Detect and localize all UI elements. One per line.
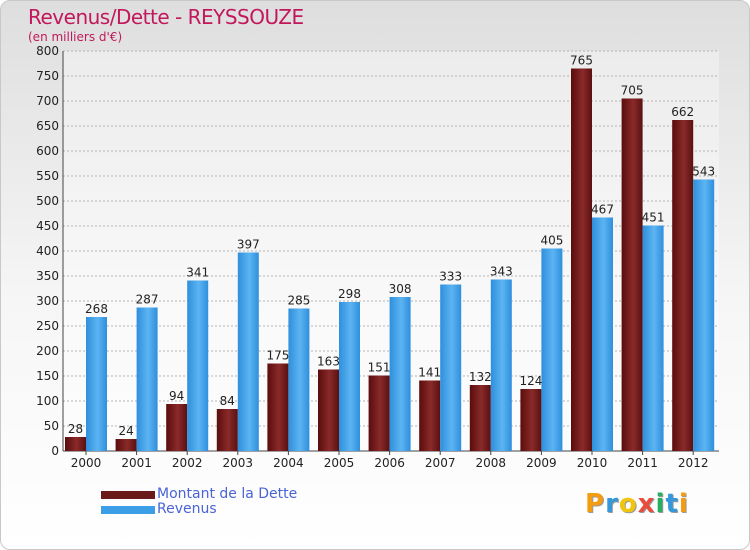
- logo-letter: P: [585, 489, 606, 519]
- x-tick-label: 2002: [172, 456, 203, 470]
- y-tick-label: 550: [36, 169, 59, 183]
- legend-label-dette: Montant de la Dette: [157, 486, 298, 502]
- y-tick-label: 0: [51, 444, 59, 458]
- bar-revenus: [339, 302, 360, 451]
- y-tick-label: 150: [36, 369, 59, 383]
- bar-dette: [216, 409, 238, 451]
- x-tick-label: 2011: [627, 456, 658, 470]
- x-tick-label: 2009: [526, 456, 557, 470]
- bar-revenus: [86, 317, 107, 451]
- bar-dette: [621, 98, 643, 451]
- data-label-revenus: 451: [642, 211, 665, 225]
- data-label-dette: 151: [368, 361, 391, 375]
- bar-dette: [65, 437, 86, 451]
- data-label-revenus: 268: [85, 302, 108, 316]
- y-tick-label: 800: [36, 44, 59, 58]
- bar-revenus: [288, 308, 310, 451]
- data-label-revenus: 333: [439, 270, 462, 284]
- x-tick-label: 2006: [374, 456, 405, 470]
- legend-swatch-revenus: [101, 506, 155, 514]
- data-label-dette: 28: [68, 422, 83, 436]
- bar-dette: [368, 375, 390, 451]
- bar-dette: [520, 389, 542, 451]
- chart-subtitle: (en milliers d'€): [28, 30, 123, 44]
- bar-revenus: [389, 297, 411, 451]
- data-label-revenus: 287: [136, 293, 159, 307]
- data-label-dette: 132: [469, 370, 492, 384]
- data-label-revenus: 343: [490, 265, 513, 279]
- x-tick-label: 2012: [678, 456, 709, 470]
- y-tick-label: 50: [44, 419, 59, 433]
- data-label-revenus: 298: [338, 287, 361, 301]
- data-label-revenus: 397: [237, 238, 260, 252]
- y-tick-label: 750: [36, 69, 59, 83]
- data-label-dette: 124: [519, 374, 542, 388]
- y-tick-label: 600: [36, 144, 59, 158]
- legend-swatch-dette: [101, 491, 155, 499]
- bar-dette: [419, 380, 441, 451]
- bar-revenus: [490, 279, 512, 451]
- y-tick-label: 100: [36, 394, 59, 408]
- data-label-dette: 141: [418, 366, 441, 380]
- data-label-dette: 24: [118, 424, 133, 438]
- logo-letter: i: [678, 489, 689, 519]
- bar-revenus: [592, 217, 613, 451]
- data-label-dette: 163: [317, 355, 340, 369]
- data-label-revenus: 308: [389, 282, 412, 296]
- bar-dette: [115, 439, 137, 451]
- x-tick-label: 2010: [577, 456, 608, 470]
- y-tick-label: 650: [36, 119, 59, 133]
- x-tick-label: 2001: [121, 456, 152, 470]
- logo-letter: r: [605, 489, 619, 519]
- bar-dette: [267, 363, 289, 451]
- x-tick-label: 2000: [71, 456, 102, 470]
- y-tick-label: 300: [36, 294, 59, 308]
- y-tick-label: 400: [36, 244, 59, 258]
- y-tick-label: 350: [36, 269, 59, 283]
- x-tick-label: 2007: [425, 456, 456, 470]
- logo-letter: x: [637, 489, 656, 519]
- bar-dette: [571, 68, 592, 451]
- bar-revenus: [440, 284, 462, 451]
- proxiti-logo: Proxiti: [585, 489, 689, 519]
- data-label-dette: 84: [220, 394, 235, 408]
- y-tick-label: 700: [36, 94, 59, 108]
- logo-letter: o: [618, 489, 638, 519]
- bar-revenus: [136, 307, 158, 451]
- bar-revenus: [541, 248, 563, 451]
- data-label-revenus: 405: [540, 234, 563, 248]
- data-label-dette: 175: [266, 349, 289, 363]
- bar-revenus: [642, 225, 664, 451]
- data-label-revenus: 543: [692, 165, 715, 179]
- data-label-dette: 705: [621, 84, 644, 98]
- logo-letter: t: [665, 489, 679, 519]
- y-tick-label: 450: [36, 219, 59, 233]
- legend-label-revenus: Revenus: [157, 501, 217, 517]
- data-label-revenus: 285: [287, 294, 310, 308]
- bar-revenus: [693, 179, 715, 451]
- y-tick-label: 200: [36, 344, 59, 358]
- x-tick-label: 2008: [476, 456, 507, 470]
- bar-revenus: [187, 280, 209, 451]
- y-tick-label: 500: [36, 194, 59, 208]
- bar-dette: [672, 120, 694, 451]
- bar-revenus: [237, 252, 259, 451]
- data-label-dette: 662: [671, 105, 694, 119]
- bar-dette: [318, 369, 339, 451]
- x-tick-label: 2005: [324, 456, 355, 470]
- bar-dette: [166, 404, 188, 451]
- x-tick-label: 2003: [223, 456, 254, 470]
- data-label-revenus: 467: [591, 203, 614, 217]
- data-label-dette: 765: [570, 54, 593, 68]
- x-tick-label: 2004: [273, 456, 304, 470]
- y-tick-label: 250: [36, 319, 59, 333]
- logo-letter: i: [655, 489, 666, 519]
- data-label-revenus: 341: [186, 266, 209, 280]
- data-label-dette: 94: [169, 389, 184, 403]
- bar-dette: [469, 385, 491, 451]
- chart-title: Revenus/Dette - REYSSOUZE: [28, 5, 304, 29]
